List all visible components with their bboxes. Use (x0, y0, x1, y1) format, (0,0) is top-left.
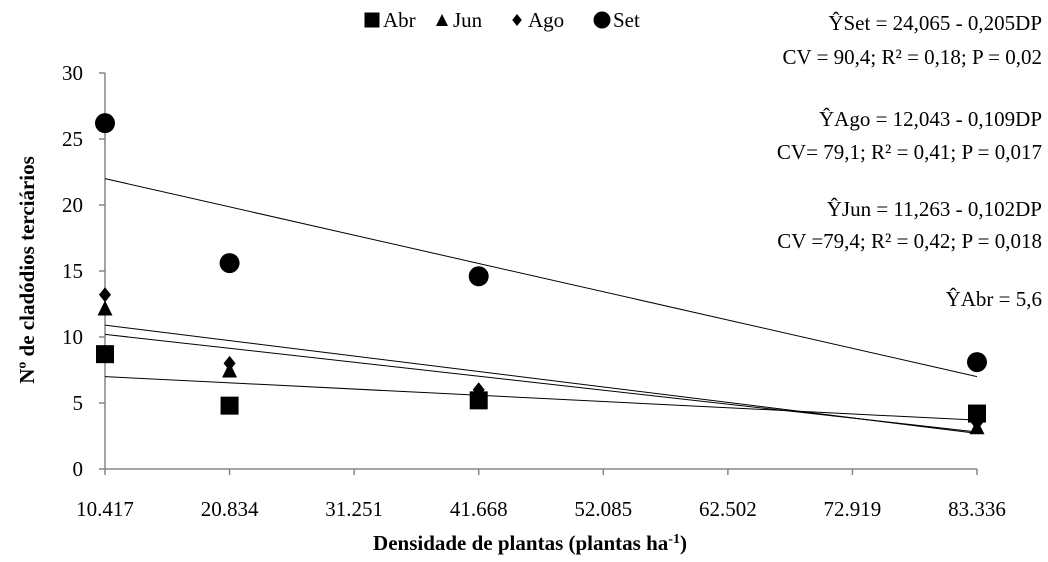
x-axis-title-tail: ) (680, 531, 687, 555)
equation-line: ŶAbr = 5,6 (946, 287, 1042, 311)
x-tick-label: 10.417 (76, 497, 134, 521)
trend-line-set (104, 178, 978, 378)
legend-label-set: Set (613, 8, 640, 32)
equation-line: CV= 79,1; R² = 0,41; P = 0,017 (777, 140, 1042, 164)
x-tick-label: 41.668 (450, 497, 508, 521)
point-abr (968, 404, 986, 423)
trend-line-ago (104, 324, 978, 434)
axes: 0 5 10 15 20 25 30 10.417 20.834 31.251 41.668 52.0… (62, 61, 1006, 521)
x-axis-title: Densidade de plantas (plantas ha-1) (373, 531, 687, 555)
y-tick-label: 25 (62, 127, 83, 151)
equation-line: ŶJun = 11,263 - 0,102DP (827, 197, 1042, 221)
point-ago (223, 355, 236, 371)
x-tick-label: 20.834 (201, 497, 259, 521)
x-tick-label: 83.336 (948, 497, 1006, 521)
point-abr (220, 396, 239, 415)
point-set (468, 266, 489, 287)
y-tick-label: 15 (62, 259, 83, 283)
legend-marker-jun (436, 14, 448, 26)
legend-marker-set (593, 11, 611, 29)
point-ago (971, 415, 983, 431)
equations: ŶSet = 24,065 - 0,205DP CV = 90,4; R² = 0… (777, 11, 1042, 311)
point-set (967, 352, 987, 373)
point-ago (99, 287, 111, 303)
legend-marker-abr (364, 12, 380, 28)
trend-lines (104, 178, 978, 434)
point-jun (97, 300, 113, 316)
legend-label-jun: Jun (453, 8, 483, 32)
equation-line: ŶSet = 24,065 - 0,205DP (828, 11, 1042, 35)
legend-label-abr: Abr (383, 8, 416, 32)
equation-line: CV = 90,4; R² = 0,18; P = 0,02 (783, 45, 1042, 69)
point-ago (472, 382, 485, 398)
equation-line: CV =79,4; R² = 0,42; P = 0,018 (777, 229, 1042, 253)
equation-line: ŶAgo = 12,043 - 0,109DP (819, 107, 1042, 131)
x-tick-label: 62.502 (699, 497, 757, 521)
y-tick-label: 10 (62, 325, 83, 349)
x-axis-title-sup: -1 (668, 532, 680, 547)
x-tick-label: 72.919 (824, 497, 882, 521)
data-points (95, 113, 987, 435)
legend-label-ago: Ago (528, 8, 564, 32)
y-axis-title: Nº de cladódios terciários (15, 156, 39, 384)
point-set (95, 113, 115, 134)
x-axis-title-main: Densidade de plantas (plantas ha (373, 531, 669, 555)
y-tick-label: 0 (73, 457, 84, 481)
trend-line-abr (104, 376, 978, 421)
y-tick-label: 5 (73, 391, 84, 415)
y-tick-label: 30 (62, 61, 83, 85)
x-tick-label: 31.251 (325, 497, 383, 521)
x-tick-label: 52.085 (574, 497, 632, 521)
legend: Abr Jun Ago Set (364, 8, 640, 32)
point-set (219, 253, 240, 274)
y-tick-label: 20 (62, 193, 83, 217)
point-abr (96, 345, 114, 364)
legend-marker-ago (512, 14, 522, 26)
